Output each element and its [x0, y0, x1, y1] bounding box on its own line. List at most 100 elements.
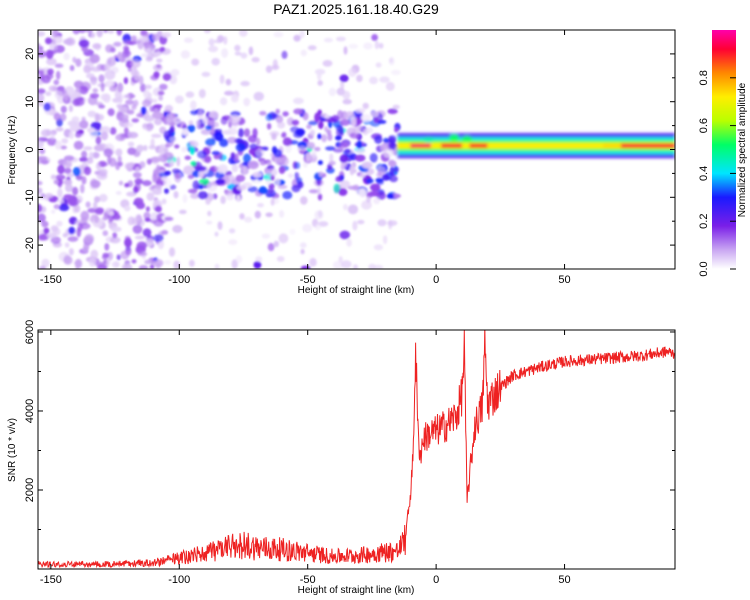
heatmap-cell [53, 227, 61, 236]
heatmap-cell [190, 109, 200, 116]
heatmap-cell [122, 39, 132, 46]
heatmap-cell [235, 174, 246, 182]
heatmap-cell [161, 230, 169, 235]
heatmap-cell [208, 111, 219, 120]
heatmap-cell [183, 37, 193, 43]
heatmap-cell [156, 64, 162, 69]
heatmap-cell [83, 146, 93, 151]
heatmap-cell [140, 106, 147, 115]
heatmap-cell [124, 205, 131, 212]
heatmap-cell [146, 192, 155, 201]
heatmap-cell [61, 138, 69, 144]
heatmap-cell [373, 117, 379, 124]
heatmap-cell [107, 30, 115, 34]
heatmap-cell [90, 32, 96, 39]
heatmap-cell [38, 88, 46, 94]
spectrogram-ylabel: Frequency (Hz) [7, 116, 18, 185]
heatmap-cell [220, 97, 228, 106]
heatmap-cell [108, 211, 115, 216]
heatmap-cell [303, 162, 308, 168]
heatmap-cell [225, 78, 232, 86]
heatmap-cell [164, 170, 171, 176]
heatmap-cell [172, 168, 181, 174]
heatmap-cell [224, 174, 236, 183]
heatmap-cell [99, 193, 108, 203]
heatmap-cell [174, 144, 180, 149]
heatmap-cell [327, 133, 333, 141]
heatmap-cell [109, 236, 121, 244]
heatmap-cell [63, 255, 73, 265]
heatmap-cell [163, 147, 169, 153]
heatmap-cell [365, 178, 374, 184]
heatmap-cell [243, 153, 252, 164]
heatmap-cell [104, 80, 116, 88]
heatmap-cell [62, 233, 68, 238]
y-tick-label: -10 [24, 189, 36, 205]
heatmap-cell [123, 122, 134, 128]
heatmap-cell [387, 108, 398, 115]
heatmap-cell [56, 220, 63, 227]
heatmap-cell [127, 131, 139, 139]
heatmap-cell [94, 196, 101, 203]
heatmap-cell [390, 143, 396, 150]
heatmap-cell [125, 247, 132, 256]
heatmap-cell [311, 150, 317, 159]
heatmap-cell [53, 179, 59, 185]
heatmap-cell [156, 58, 163, 63]
heatmap-cell [357, 219, 365, 225]
heatmap-cell [127, 147, 136, 155]
heatmap-cell [63, 52, 70, 61]
heatmap-band [397, 133, 675, 159]
heatmap-cell [153, 71, 160, 78]
heatmap-cell [252, 171, 263, 178]
heatmap-cell [164, 260, 172, 265]
heatmap-cell [38, 70, 45, 75]
heatmap-cell [81, 46, 88, 52]
heatmap-cell [38, 31, 46, 37]
heatmap-cell [318, 221, 329, 227]
heatmap-cell [134, 178, 143, 185]
heatmap-cell [142, 99, 152, 108]
heatmap-cell [57, 164, 65, 175]
heatmap-cell [140, 83, 146, 93]
heatmap-cell [68, 248, 74, 256]
heatmap-cell [152, 98, 158, 103]
heatmap-cell [117, 51, 123, 61]
x-tick-label: -150 [40, 574, 62, 586]
heatmap-cell [78, 30, 86, 34]
heatmap-cell [354, 154, 366, 162]
heatmap-cell [169, 125, 175, 133]
heatmap-cell [127, 141, 135, 147]
heatmap-cell [134, 235, 145, 240]
heatmap-cell [254, 210, 261, 219]
heatmap-cell [131, 118, 140, 123]
heatmap-cell [116, 30, 123, 36]
heatmap-cell [338, 126, 345, 135]
heatmap-cell [247, 186, 258, 193]
heatmap-blobs [38, 30, 401, 269]
heatmap-cell [307, 121, 318, 126]
heatmap-cell [388, 56, 395, 66]
heatmap-cell [208, 38, 215, 47]
heatmap-cell [356, 74, 363, 83]
heatmap-cell [159, 83, 168, 91]
heatmap-cell [387, 220, 398, 227]
heatmap-cell [77, 222, 83, 232]
heatmap-cell [116, 254, 121, 261]
y-tick-label: 10 [24, 96, 36, 108]
heatmap-cell [95, 114, 105, 121]
heatmap-cell [223, 36, 228, 45]
heatmap-cell [299, 242, 307, 249]
heatmap-cell [136, 113, 145, 118]
heatmap-cell [188, 120, 194, 126]
heatmap-cell [314, 112, 320, 123]
heatmap-cell [277, 184, 288, 189]
heatmap-cell [40, 129, 51, 137]
heatmap-cell [302, 112, 309, 121]
heatmap-cell [90, 77, 98, 86]
heatmap-cell [271, 133, 277, 141]
heatmap-cell [251, 57, 260, 63]
heatmap-cell [376, 179, 384, 185]
heatmap-cell [149, 264, 155, 269]
heatmap-cell [326, 129, 332, 136]
